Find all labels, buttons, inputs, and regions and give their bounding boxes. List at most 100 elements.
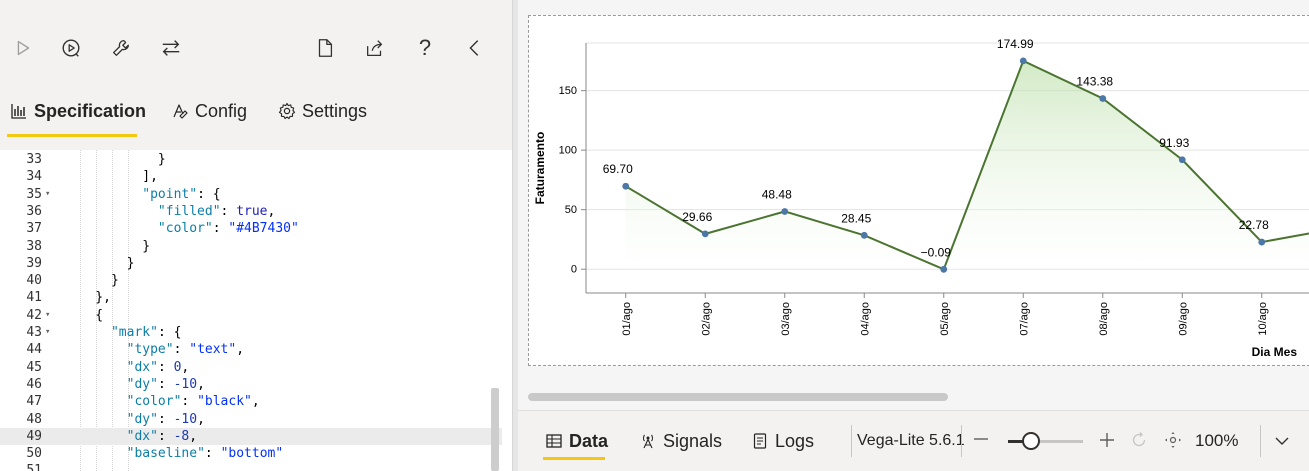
tab-label: Logs xyxy=(775,430,815,451)
bar-chart-icon xyxy=(11,104,26,119)
code-text: ], xyxy=(64,169,158,185)
code-line[interactable]: 51 xyxy=(0,462,502,471)
code-line[interactable]: 47 "color": "black", xyxy=(0,393,502,410)
swap-icon[interactable] xyxy=(159,36,183,60)
data-label: 28.45 xyxy=(841,211,871,225)
code-text: }, xyxy=(64,290,111,306)
y-axis-title: Faturamento xyxy=(533,132,547,205)
x-tick-label: 04/ago xyxy=(859,302,871,336)
code-text: "color": "black", xyxy=(126,394,260,410)
line-number: 34 xyxy=(26,169,42,185)
collapse-pane-icon[interactable] xyxy=(463,36,487,60)
fold-toggle-icon[interactable]: ▾ xyxy=(45,188,51,199)
zoom-out-icon[interactable] xyxy=(973,427,989,451)
tab-signals[interactable]: Signals xyxy=(639,429,722,453)
tab-config[interactable]: Config xyxy=(171,96,247,126)
zoom-in-icon[interactable] xyxy=(1097,429,1117,451)
tab-label: Specification xyxy=(34,100,147,121)
signal-icon xyxy=(642,434,654,449)
tab-specification[interactable]: Specification xyxy=(10,96,146,126)
horizontal-scrollbar[interactable] xyxy=(528,393,948,401)
data-point xyxy=(622,182,630,190)
bottom-panel-bar: Data Signals Logs Vega-Lite 5.6.1 xyxy=(518,410,1309,471)
code-line[interactable]: 50 "baseline": "bottom" xyxy=(0,445,502,462)
code-line[interactable]: 46 "dy": -10, xyxy=(0,376,502,393)
zoom-slider-thumb[interactable] xyxy=(1022,432,1041,450)
zoom-slider[interactable] xyxy=(1008,431,1083,451)
data-point xyxy=(701,230,709,238)
code-line[interactable]: 39 } xyxy=(0,255,502,272)
code-text: } xyxy=(64,238,151,254)
fold-toggle-icon[interactable]: ▾ xyxy=(45,309,51,320)
line-number: 47 xyxy=(26,394,42,410)
tab-logs[interactable]: Logs xyxy=(751,429,814,453)
line-number: 51 xyxy=(26,463,42,471)
config-icon xyxy=(173,104,188,119)
data-point xyxy=(1178,156,1186,164)
code-line[interactable]: 43 ▾ "mark": { xyxy=(0,324,502,341)
tab-settings[interactable]: Settings xyxy=(278,96,367,126)
code-line[interactable]: 40 } xyxy=(0,272,502,289)
new-file-icon[interactable] xyxy=(313,36,337,60)
code-line[interactable]: 38 } xyxy=(0,238,502,255)
line-number: 36 xyxy=(26,203,42,219)
x-tick-label: 07/ago xyxy=(1018,302,1030,336)
run-icon[interactable] xyxy=(11,36,35,60)
code-line[interactable]: 34 ], xyxy=(0,168,502,185)
tab-label: Config xyxy=(195,100,248,121)
divider xyxy=(1260,425,1261,457)
chevron-down-icon[interactable] xyxy=(1271,429,1293,453)
help-icon[interactable]: ? xyxy=(413,35,437,60)
pane-resize-handle[interactable] xyxy=(512,0,518,471)
help-glyph: ? xyxy=(418,35,432,60)
wrench-icon[interactable] xyxy=(109,36,133,60)
data-label: 22.78 xyxy=(1239,218,1269,232)
line-number: 41 xyxy=(26,290,42,306)
zoom-track xyxy=(1038,440,1083,443)
fit-to-view-icon[interactable] xyxy=(1163,429,1183,451)
line-number: 45 xyxy=(26,359,42,375)
auto-run-icon[interactable] xyxy=(59,36,83,60)
data-point xyxy=(781,208,789,215)
share-icon[interactable] xyxy=(363,36,387,60)
data-point xyxy=(1099,95,1107,102)
code-text: "color": "#4B7430" xyxy=(157,221,299,237)
code-line[interactable]: 33 } xyxy=(0,151,502,168)
x-tick-label: 09/ago xyxy=(1177,302,1189,336)
zoom-track-fill xyxy=(1008,440,1025,443)
tab-label: Data xyxy=(569,430,609,451)
y-tick-label: 50 xyxy=(565,204,577,216)
code-line[interactable]: 37 "color": "#4B7430" xyxy=(0,220,502,237)
code-line[interactable]: 36 "filled": true, xyxy=(0,203,502,220)
editor-pane: ? Specification Config Settings 33 } 34 ]… xyxy=(0,0,512,471)
code-line[interactable]: 49 "dx": -8, xyxy=(0,427,502,446)
editor-scrollbar[interactable] xyxy=(491,388,499,471)
y-tick-label: 0 xyxy=(571,264,577,276)
code-line[interactable]: 42 ▾ { xyxy=(0,307,502,324)
data-point xyxy=(1258,238,1266,246)
line-number: 37 xyxy=(26,221,42,237)
tab-data[interactable]: Data xyxy=(545,429,608,453)
indent-guide xyxy=(80,150,81,471)
y-tick-label: 100 xyxy=(559,145,577,157)
reset-view-icon[interactable] xyxy=(1129,429,1149,451)
code-line[interactable]: 41 }, xyxy=(0,289,502,306)
x-tick-label: 01/ago xyxy=(621,302,633,336)
code-line[interactable]: 35 ▾ "point": { xyxy=(0,186,502,203)
fold-toggle-icon[interactable]: ▾ xyxy=(45,327,51,337)
indent-guide xyxy=(96,150,97,471)
line-chart: 0 50 100 150 69.70 01/ago 29.66 02/ago 48.48 03/a… xyxy=(533,37,1309,359)
divider xyxy=(961,425,962,457)
code-text: "filled": true, xyxy=(157,203,276,219)
zoom-level: 100% xyxy=(1195,431,1239,450)
code-editor[interactable]: 33 } 34 ], 35 ▾ "point": {36 "filled": true… xyxy=(0,150,502,471)
code-line[interactable]: 44 "type": "text", xyxy=(0,341,502,358)
line-number: 46 xyxy=(26,376,42,392)
line-number: 50 xyxy=(26,446,42,462)
code-text: } xyxy=(64,152,166,167)
code-text: "dy": -10, xyxy=(126,376,205,392)
x-tick-label: 10/ago xyxy=(1257,302,1269,336)
code-line[interactable]: 45 "dx": 0, xyxy=(0,359,502,376)
code-text: "type": "text", xyxy=(126,342,245,358)
code-line[interactable]: 48 "dy": -10, xyxy=(0,411,502,428)
